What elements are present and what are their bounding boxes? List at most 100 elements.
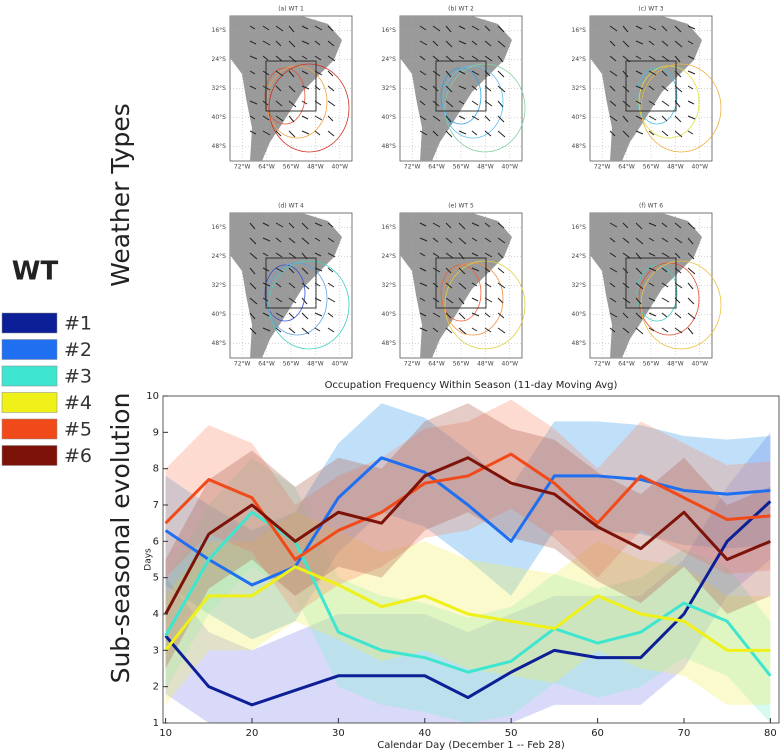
wind-arrow [687, 282, 694, 290]
wind-arrow [275, 237, 282, 243]
wind-arrow [687, 297, 695, 305]
wind-arrow [275, 85, 282, 92]
wind-arrow [609, 312, 618, 318]
wind-arrow [471, 70, 480, 76]
wind-arrow [419, 85, 428, 91]
lat-label: 24°S [572, 253, 587, 260]
series-line [164, 456, 771, 615]
wind-arrow [674, 327, 683, 334]
wind-arrow [419, 237, 428, 242]
wind-arrow [249, 312, 256, 320]
contour [444, 260, 526, 350]
region-box [265, 257, 317, 309]
wind-arrow [432, 267, 441, 273]
legend-label: #6 [64, 445, 92, 467]
wind-arrow [687, 55, 695, 60]
wind-arrow [622, 70, 629, 78]
lon-label: 48°W [307, 361, 324, 368]
lat-label: 24°S [382, 253, 397, 260]
wind-arrow [609, 130, 616, 137]
lon-label: 64°W [428, 164, 445, 171]
map-panel: (e) WT 5 16°S 24°S 32°S 40°S 48°S 72°W 64°W 56°W… [382, 203, 526, 368]
wind-arrow [327, 267, 334, 273]
wind-arrow [419, 25, 427, 31]
wind-arrow [249, 25, 256, 30]
lat-label: 40°S [212, 311, 227, 318]
wind-arrow [249, 85, 257, 90]
lat-label: 32°S [212, 85, 227, 92]
wind-arrow [661, 267, 668, 273]
wind-arrow [471, 222, 480, 227]
map-title: (d) WT 4 [278, 203, 304, 210]
wind-arrow [288, 237, 296, 244]
wind-arrow [635, 25, 643, 30]
wind-arrow [249, 327, 257, 335]
wind-arrow [635, 100, 642, 105]
wind-arrow [275, 297, 283, 303]
wind-arrow [249, 297, 258, 305]
wind-arrow [661, 85, 669, 92]
wind-arrow [419, 267, 427, 272]
wind-arrow [622, 297, 631, 304]
wind-arrow [609, 267, 618, 273]
wind-arrow [249, 55, 258, 60]
wind-arrow [635, 267, 643, 275]
wind-arrow [445, 312, 452, 319]
y-tick-label: 2 [153, 682, 159, 693]
land [400, 213, 512, 358]
lon-label: 40°W [502, 164, 519, 171]
wind-arrow [445, 130, 453, 138]
wind-arrow [301, 115, 309, 120]
lon-label: 40°W [692, 361, 709, 368]
wind-arrow [471, 55, 479, 61]
wind-arrow [622, 115, 629, 123]
wind-arrow [648, 130, 655, 136]
wind-arrow [275, 115, 284, 122]
wind-arrow [327, 25, 334, 32]
wind-arrow [314, 25, 323, 31]
wind-arrow [484, 40, 492, 47]
wind-arrow [327, 327, 335, 333]
wind-arrow [314, 237, 321, 242]
wind-arrow [635, 85, 644, 90]
lon-label: 72°W [234, 164, 251, 171]
contour [636, 264, 678, 322]
wind-arrow [458, 70, 466, 75]
wind-arrow [445, 252, 454, 259]
wind-arrow [622, 25, 629, 33]
wind-arrow [458, 297, 465, 305]
lat-label: 48°S [382, 143, 397, 150]
wind-arrow [635, 297, 642, 305]
wind-arrow [635, 327, 644, 335]
lat-label: 48°S [572, 143, 587, 150]
wind-arrow [445, 282, 453, 289]
wind-arrow [687, 312, 696, 320]
wind-arrow [661, 327, 669, 333]
wind-arrow [622, 252, 631, 259]
legend-title: WT [12, 257, 59, 287]
wind-arrow [471, 267, 480, 272]
wind-arrow [497, 237, 506, 244]
wind-arrow [609, 252, 617, 258]
wind-arrow [419, 327, 428, 332]
wind-arrow [288, 70, 295, 78]
wind-arrow [249, 100, 258, 105]
wind-arrow [648, 297, 656, 302]
wind-arrow [497, 85, 506, 93]
wind-arrow [301, 25, 309, 30]
wind-arrow [622, 237, 630, 244]
band [165, 432, 771, 723]
wind-arrow [497, 327, 506, 334]
land [400, 16, 512, 161]
y-tick-label: 5 [153, 573, 159, 584]
lon-label: 64°W [618, 361, 635, 368]
wind-arrow [262, 297, 269, 302]
region-box [435, 257, 487, 309]
lon-label: 72°W [234, 361, 251, 368]
legend-swatch [1, 445, 58, 466]
legend-swatch [1, 392, 58, 413]
wind-arrow [648, 252, 656, 257]
wind-arrow [635, 40, 644, 45]
wind-arrow [314, 55, 322, 61]
wind-arrow [687, 85, 694, 90]
